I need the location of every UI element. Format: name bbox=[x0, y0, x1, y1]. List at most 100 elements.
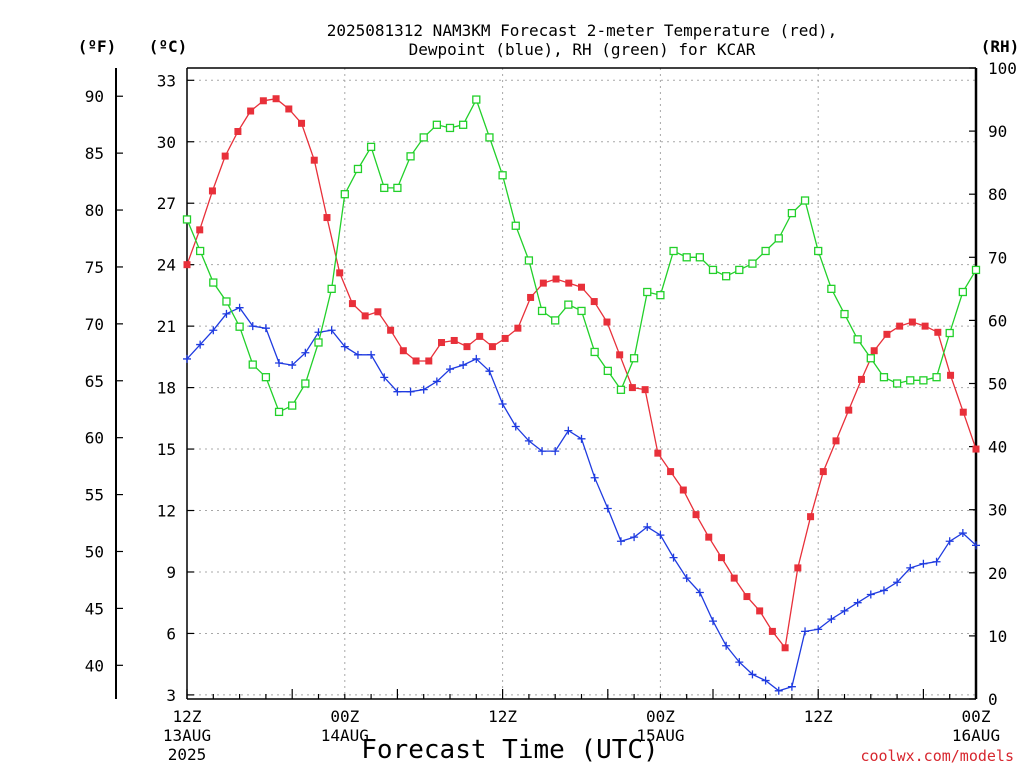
dewpoint-point bbox=[446, 365, 454, 374]
celsius-tick-label: 3 bbox=[166, 686, 176, 705]
rh-series bbox=[182, 95, 981, 417]
rh-point bbox=[564, 300, 573, 309]
rh-point bbox=[235, 322, 244, 331]
2-meter-temperature-point bbox=[527, 293, 535, 301]
rh-point bbox=[971, 265, 981, 275]
dewpoint-point bbox=[301, 348, 310, 357]
dewpoint-point bbox=[695, 588, 704, 597]
rh-tick-label: 50 bbox=[988, 375, 1007, 394]
dewpoint-point bbox=[393, 387, 402, 396]
rh-tick-label: 90 bbox=[988, 122, 1007, 141]
fahrenheit-tick-label: 70 bbox=[85, 315, 104, 334]
rh-point bbox=[879, 373, 889, 382]
2-meter-temperature-point bbox=[717, 554, 725, 562]
2-meter-temperature-point bbox=[947, 371, 955, 379]
dewpoint-point bbox=[840, 606, 849, 615]
x-tick-label: 12Z bbox=[488, 707, 517, 726]
rh-tick-label: 30 bbox=[988, 501, 1007, 520]
rh-point bbox=[340, 190, 349, 199]
fahrenheit-tick-label: 85 bbox=[85, 144, 104, 163]
celsius-tick-label: 30 bbox=[157, 133, 176, 152]
dewpoint-point bbox=[524, 436, 533, 445]
dewpoint-point bbox=[367, 350, 376, 359]
2-meter-temperature-point bbox=[781, 644, 789, 652]
dewpoint-point bbox=[919, 559, 928, 568]
celsius-tick-label: 18 bbox=[157, 379, 176, 398]
2-meter-temperature-point bbox=[374, 308, 382, 316]
2-meter-temperature-point bbox=[959, 408, 967, 416]
dewpoint-point bbox=[419, 385, 428, 394]
2-meter-temperature-point bbox=[387, 326, 395, 334]
2-meter-temperature-point bbox=[399, 347, 407, 355]
2-meter-temperature-point bbox=[514, 324, 522, 332]
rh-point bbox=[419, 133, 428, 142]
2-meter-temperature-point bbox=[756, 607, 764, 615]
dewpoint-point bbox=[340, 342, 349, 351]
2-meter-temperature-point bbox=[819, 468, 827, 476]
celsius-tick-label: 6 bbox=[166, 624, 176, 643]
rh-point bbox=[735, 265, 744, 275]
2-meter-temperature-line bbox=[186, 98, 977, 650]
x-tick-date: 15AUG bbox=[636, 726, 684, 745]
2-meter-temperature-point bbox=[234, 128, 242, 136]
dewpoint-point bbox=[709, 617, 717, 626]
2-meter-temperature-point bbox=[896, 322, 904, 330]
2-meter-temperature-point bbox=[501, 334, 509, 342]
2-meter-temperature-point bbox=[883, 330, 891, 338]
dewpoint-point bbox=[432, 377, 441, 386]
fahrenheit-axis-unit: (ºF) bbox=[78, 37, 117, 56]
rh-point bbox=[182, 215, 192, 224]
2-meter-temperature-point bbox=[794, 564, 802, 572]
dewpoint-point bbox=[353, 350, 362, 359]
rh-point bbox=[748, 259, 757, 268]
rh-point bbox=[366, 142, 376, 152]
2-meter-temperature-point bbox=[908, 318, 916, 326]
2-meter-temperature-point bbox=[972, 445, 980, 453]
2-meter-temperature-point bbox=[565, 279, 573, 287]
dewpoint-point bbox=[222, 309, 231, 318]
dewpoint-point bbox=[906, 563, 915, 572]
rh-point bbox=[498, 171, 507, 180]
rh-point bbox=[629, 354, 639, 363]
dewpoint-point bbox=[945, 537, 954, 546]
fahrenheit-tick-label: 55 bbox=[85, 486, 104, 505]
2-meter-temperature-point bbox=[259, 97, 267, 105]
rh-point bbox=[524, 256, 534, 265]
rh-point bbox=[643, 287, 652, 297]
celsius-tick-label: 9 bbox=[166, 563, 176, 582]
rh-point bbox=[866, 354, 875, 363]
2-meter-temperature-point bbox=[183, 261, 191, 269]
dewpoint-point bbox=[406, 387, 415, 396]
rh-point bbox=[853, 335, 862, 344]
x-tick-date: 14AUG bbox=[321, 726, 369, 745]
rh-point bbox=[380, 183, 389, 193]
dewpoint-point bbox=[972, 541, 980, 550]
2-meter-temperature-point bbox=[438, 339, 446, 347]
2-meter-temperature-point bbox=[628, 384, 636, 392]
dewpoint-point bbox=[669, 553, 678, 562]
rh-tick-label: 100 bbox=[988, 59, 1017, 78]
dewpoint-point bbox=[288, 361, 297, 370]
2-meter-temperature-point bbox=[603, 318, 611, 326]
rh-point bbox=[261, 373, 271, 382]
dewpoint-point bbox=[630, 533, 639, 542]
dewpoint-point bbox=[722, 641, 731, 650]
rh-point bbox=[906, 376, 915, 385]
x-tick-label: 12Z bbox=[804, 707, 833, 726]
rh-point bbox=[195, 246, 205, 256]
rh-point bbox=[314, 338, 323, 347]
2-meter-temperature-point bbox=[348, 300, 356, 308]
dewpoint-point bbox=[958, 529, 967, 538]
x-tick-date: 16AUG bbox=[952, 726, 1000, 745]
dewpoint-point bbox=[327, 326, 336, 335]
rh-point bbox=[288, 401, 297, 410]
2-meter-temperature-point bbox=[412, 357, 420, 365]
dewpoint-point bbox=[472, 354, 481, 363]
rh-point bbox=[800, 196, 810, 205]
2-meter-temperature-point bbox=[361, 312, 369, 320]
dewpoint-point bbox=[682, 574, 691, 583]
2-meter-temperature-point bbox=[450, 336, 458, 344]
2-meter-temperature-series bbox=[183, 95, 980, 652]
rh-tick-label: 70 bbox=[988, 248, 1007, 267]
